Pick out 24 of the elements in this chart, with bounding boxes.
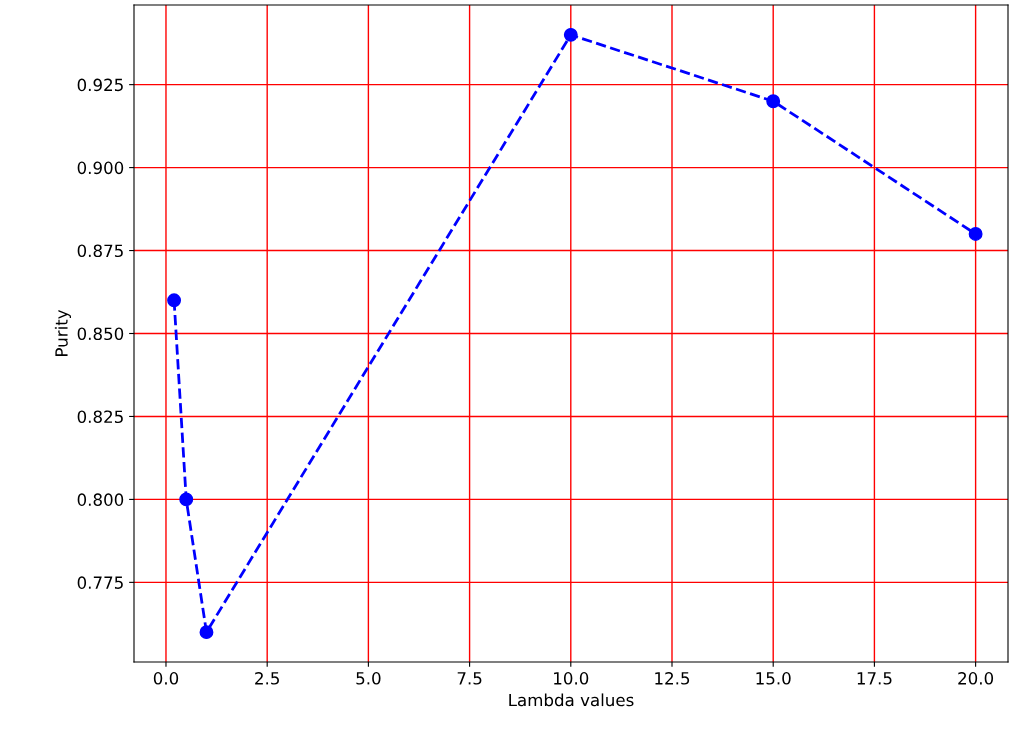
x-tick-label: 0.0 xyxy=(153,672,179,685)
x-axis-title: Lambda values xyxy=(509,693,634,707)
y-tick-label: 0.875 xyxy=(77,244,123,258)
x-tick-label: 17.5 xyxy=(857,672,892,685)
x-tick-label: 7.5 xyxy=(457,672,482,685)
point xyxy=(968,227,983,241)
y-tick-label: 0.825 xyxy=(77,410,123,424)
point xyxy=(199,625,214,640)
y-tick-label: 0.800 xyxy=(77,493,124,506)
y-tick-label: 0.900 xyxy=(77,161,124,175)
y-tick-label: 0.775 xyxy=(77,576,123,589)
point xyxy=(563,27,578,42)
x-tick-label: 12.5 xyxy=(655,672,690,685)
y-axis-title: Purity xyxy=(54,309,72,356)
y-tick-label: 0.925 xyxy=(77,78,123,92)
x-tick-label: 2.5 xyxy=(255,672,279,685)
x-tick-label: 15.0 xyxy=(756,672,791,685)
point xyxy=(766,94,781,109)
point xyxy=(179,492,194,507)
x-tick-label: 5.0 xyxy=(356,672,381,685)
x-tick-label: 20.0 xyxy=(958,672,994,685)
point xyxy=(167,293,182,308)
y-tick-label: 0.850 xyxy=(77,327,124,341)
x-tick-label: 10.0 xyxy=(554,672,589,685)
